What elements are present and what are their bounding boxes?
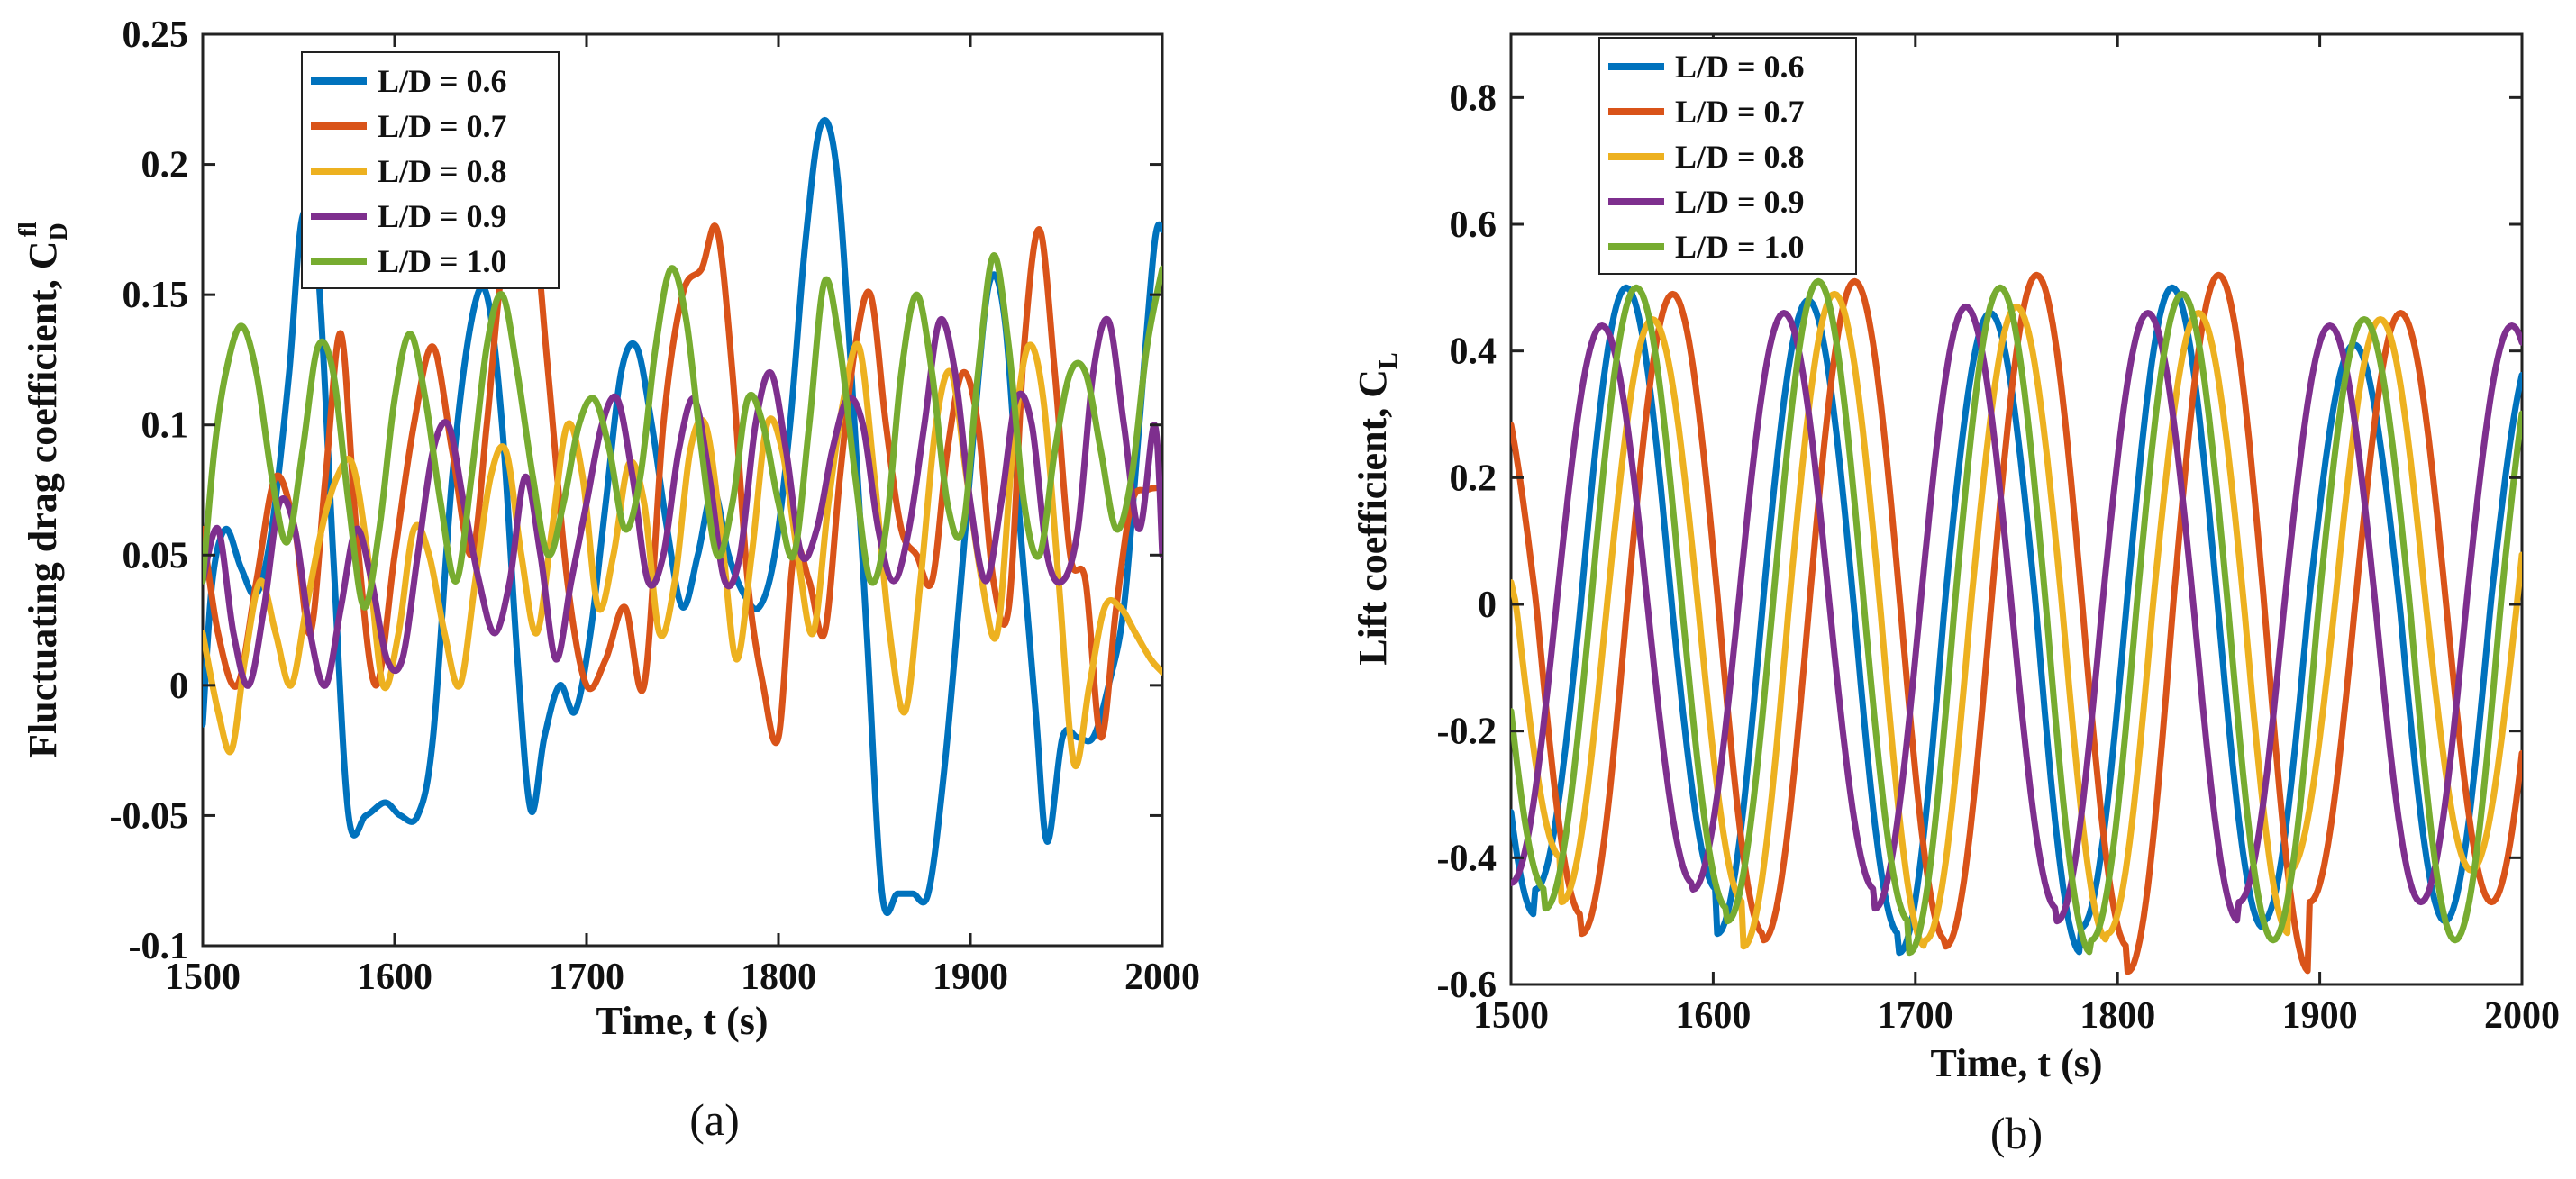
y-tick-label: 0.15 — [123, 275, 189, 316]
x-tick-label: 1600 — [357, 957, 432, 998]
y-axis-label-b: Lift coefficient, CL — [1351, 352, 1403, 665]
tick-group-a: 1500 1600 1700 1800 1900 2000 -0.1 -0.05 0 0.05 0.… — [110, 14, 1201, 998]
series-line-a-2 — [203, 206, 1162, 747]
caption-a: (a) — [689, 1094, 740, 1145]
legend-label-4: L/D = 0.9 — [378, 198, 507, 234]
series-group-a — [203, 117, 1162, 916]
x-tick-label: 1800 — [2080, 995, 2155, 1037]
series-line-a-3 — [203, 340, 1162, 770]
series-group-b — [1511, 271, 2522, 975]
series-line-a-5 — [203, 252, 1162, 611]
legend-label-5: L/D = 1.0 — [378, 243, 507, 279]
x-tick-label: 1600 — [1675, 995, 1751, 1037]
tick-group-b: 1500 1600 1700 1800 1900 2000 -0.6 -0.4 -0.2 0 0.2… — [1437, 34, 2560, 1037]
legend-label-1: L/D = 0.6 — [1675, 49, 1805, 85]
series-line-b-5 — [1511, 277, 2522, 957]
x-axis-label-b: Time, t (s) — [1930, 1041, 2102, 1085]
y-tick-label: 0 — [1478, 585, 1497, 626]
legend-label-2: L/D = 0.7 — [1675, 94, 1805, 130]
caption-b: (b) — [1990, 1108, 2043, 1158]
y-tick-label: -0.6 — [1437, 965, 1497, 1006]
y-tick-label: 0.6 — [1450, 204, 1497, 246]
x-tick-label: 1700 — [549, 957, 624, 998]
y-tick-label: -0.2 — [1437, 712, 1497, 753]
x-tick-label: 2000 — [1124, 957, 1200, 998]
x-tick-label: 2000 — [2484, 995, 2560, 1037]
panel-b: 1500 1600 1700 1800 1900 2000 -0.6 -0.4 -0.2 0 0.2… — [1351, 32, 2560, 1158]
y-tick-label: 0.2 — [141, 145, 189, 186]
y-tick-label: 0 — [169, 666, 188, 707]
x-tick-label: 1500 — [165, 957, 241, 998]
y-tick-label: 0.4 — [1450, 331, 1497, 373]
legend-label-1: L/D = 0.6 — [378, 63, 507, 99]
legend-label-2: L/D = 0.7 — [378, 108, 507, 144]
x-tick-label: 1800 — [741, 957, 816, 998]
x-tick-label: 1700 — [1878, 995, 1953, 1037]
y-tick-label: -0.1 — [129, 926, 189, 967]
legend-label-3: L/D = 0.8 — [378, 153, 507, 189]
legend-b: L/D = 0.6 L/D = 0.7 L/D = 0.8 L/D = 0.9 L/D … — [1598, 37, 1857, 275]
legend-label-4: L/D = 0.9 — [1675, 184, 1805, 220]
y-tick-label: -0.05 — [110, 795, 189, 837]
series-line-b-4 — [1511, 303, 2522, 925]
legend-a: L/D = 0.6 L/D = 0.7 L/D = 0.8 L/D = 0.9 L/D … — [301, 51, 560, 289]
y-tick-label: -0.4 — [1437, 838, 1497, 879]
legend-label-5: L/D = 1.0 — [1675, 229, 1805, 265]
y-tick-label: 0.05 — [123, 535, 189, 576]
x-tick-label: 1900 — [933, 957, 1008, 998]
y-tick-label: 0.2 — [1450, 458, 1497, 499]
x-axis-label-a: Time, t (s) — [596, 999, 768, 1043]
y-tick-label: 0.1 — [141, 405, 189, 447]
x-tick-label: 1500 — [1473, 995, 1549, 1037]
legend-label-3: L/D = 0.8 — [1675, 139, 1805, 175]
panel-a: 1500 1600 1700 1800 1900 2000 -0.1 -0.05 0 0.05 0.… — [14, 14, 1200, 1145]
y-tick-label: 0.8 — [1450, 77, 1497, 119]
y-axis-label-a: Fluctuating drag coefficient, CDfl — [14, 222, 73, 758]
x-tick-label: 1900 — [2282, 995, 2358, 1037]
y-tick-label: 0.25 — [123, 14, 189, 56]
